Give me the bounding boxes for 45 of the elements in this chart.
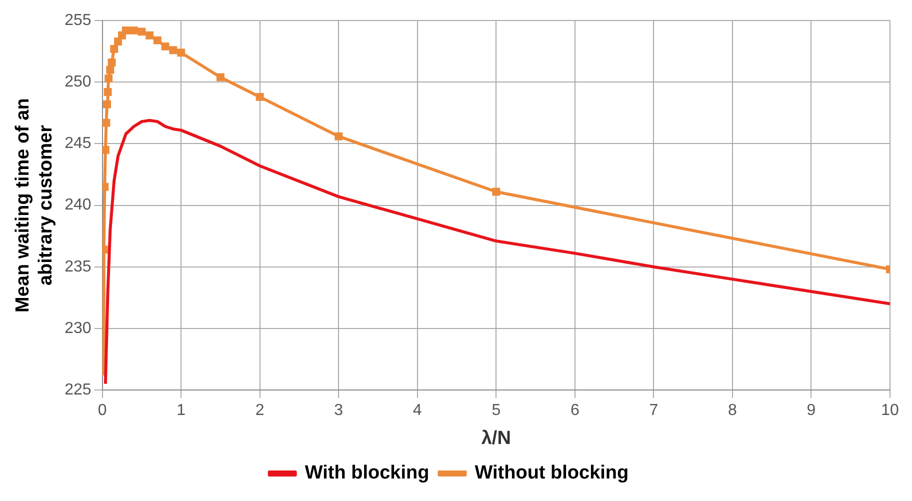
x-tick-label: 6 xyxy=(570,402,580,420)
x-tick-label: 8 xyxy=(728,402,738,420)
point xyxy=(110,44,118,53)
point xyxy=(153,36,162,44)
point xyxy=(130,26,138,34)
x-tick-label: 9 xyxy=(806,402,816,420)
point xyxy=(138,28,146,36)
point xyxy=(102,118,110,127)
point xyxy=(161,42,170,50)
x-tick-label: 7 xyxy=(649,402,658,420)
point xyxy=(106,66,114,74)
legend-label: Without blocking xyxy=(474,462,629,484)
x-tick-label: 4 xyxy=(412,402,422,420)
point xyxy=(122,26,130,34)
point xyxy=(103,100,111,108)
point xyxy=(492,188,500,196)
point xyxy=(177,48,186,57)
y-tick-label: 250 xyxy=(64,74,92,91)
point xyxy=(108,58,116,66)
y-tick-label: 255 xyxy=(64,12,92,30)
y-axis-title: Mean waiting time of an abitrary customer xyxy=(12,98,56,312)
x-tick-label: 5 xyxy=(492,402,501,420)
x-tick-label: 3 xyxy=(334,402,344,420)
point xyxy=(334,132,343,140)
point xyxy=(102,146,110,154)
point xyxy=(169,46,178,54)
y-tick-label: 235 xyxy=(64,258,92,276)
y-tick-label: 240 xyxy=(64,196,92,214)
point xyxy=(118,31,126,40)
point xyxy=(256,92,264,101)
point xyxy=(216,73,224,82)
y-tick-label: 225 xyxy=(64,381,92,398)
y-tick-label: 245 xyxy=(64,135,92,152)
x-tick-label: 10 xyxy=(881,402,899,420)
point xyxy=(114,38,122,46)
x-axis-title: λ/N xyxy=(481,428,511,449)
legend-label: With blocking xyxy=(304,462,430,484)
y-tick-label: 230 xyxy=(64,320,92,337)
x-tick-label: 0 xyxy=(98,402,107,420)
point xyxy=(146,31,154,40)
point xyxy=(104,88,112,96)
x-tick-label: 1 xyxy=(176,402,186,420)
point xyxy=(104,74,113,82)
point xyxy=(102,182,109,191)
x-tick-label: 2 xyxy=(255,402,264,420)
